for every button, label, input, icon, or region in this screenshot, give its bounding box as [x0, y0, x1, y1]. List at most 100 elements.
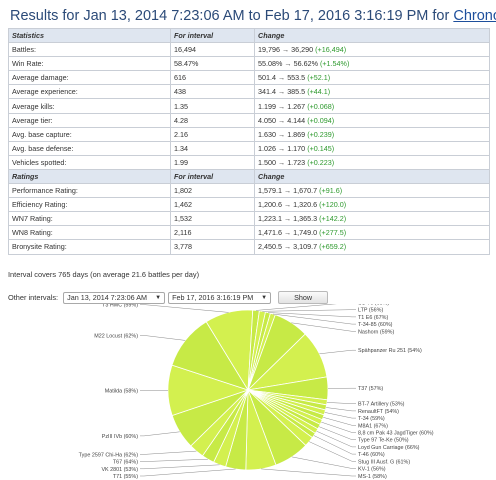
ratings-header-cell: For interval — [170, 168, 255, 185]
change-delta: (+91.6) — [319, 186, 343, 196]
pie-slice-label: VK 2801 (53%) — [101, 467, 138, 473]
pie-slice-label: T67 (64%) — [113, 460, 138, 466]
arrow-right-icon: → — [284, 59, 292, 69]
change-from: 4.050 — [258, 115, 276, 125]
pie-leader-line — [140, 335, 186, 341]
change-to: 385.5 — [287, 87, 306, 97]
ratings-header-row: Ratings For interval Change — [8, 168, 490, 185]
change-to: 4.144 — [287, 115, 306, 125]
table-row: Vehicles spotted: 1.99 1.500 → 1.723 (+0.2… — [8, 154, 490, 170]
pie-leader-line — [316, 430, 356, 448]
table-row: Efficiency Rating: 1,462 1,200.6 → 1,320.6… — [8, 197, 490, 213]
pie-leader-line — [256, 304, 337, 311]
change-from: 1.500 — [258, 157, 276, 167]
row-change: 19,796 → 36,290 (+16,494) — [254, 42, 490, 58]
row-interval-value: 616 — [170, 70, 255, 86]
change-delta: (+16,494) — [315, 45, 347, 55]
row-interval-value: 16,494 — [170, 42, 255, 58]
change-from: 341.4 — [258, 87, 276, 97]
pie-slice-label: Stug III Ausf. G (61%) — [358, 459, 410, 465]
arrow-right-icon: → — [283, 228, 292, 238]
row-label: WN7 Rating: — [8, 211, 171, 227]
row-change: 1.026 → 1.170 (+0.145) — [254, 140, 490, 156]
table-row: WN8 Rating: 2,116 1,471.6 → 1,749.0 (+277.… — [8, 225, 490, 241]
table-row: Avg. base capture: 2.16 1.630 → 1.869 (+0.… — [8, 126, 490, 142]
row-change: 1,200.6 → 1,320.6 (+120.0) — [254, 197, 490, 213]
change-to: 1.869 — [287, 129, 306, 139]
pie-slice-label: Matilda (58%) — [105, 388, 138, 394]
row-interval-value: 1.34 — [170, 140, 255, 156]
pie-leader-line — [313, 435, 356, 455]
table-row: Average tier: 4.28 4.050 → 4.144 (+0.094) — [8, 112, 490, 128]
change-from: 1.630 — [258, 129, 276, 139]
change-to: 1,749.0 — [293, 228, 318, 238]
row-interval-value: 1.35 — [170, 98, 255, 114]
ratings-header-cell: Change — [254, 168, 490, 185]
start-interval-select[interactable]: Jan 13, 2014 7:23:06 AM ▼ — [63, 291, 166, 304]
statistics-header-cell: Change — [254, 27, 490, 44]
table-row: Win Rate: 58.47% 55.08% → 56.62% (+1.54%) — [8, 56, 490, 72]
stats-table: Statistics For interval Change Battles: 16,4… — [8, 27, 490, 255]
row-change: 2,450.5 → 3,109.7 (+659.2) — [254, 239, 490, 255]
change-from: 1,200.6 — [258, 200, 282, 210]
pie-slice-label: M8A1 (67%) — [358, 423, 388, 429]
pie-leader-line — [321, 421, 356, 433]
row-interval-value: 438 — [170, 84, 255, 100]
row-label: Avg. base capture: — [8, 126, 171, 142]
pie-slice-label: LTP (56%) — [358, 308, 383, 314]
pie-leader-line — [319, 426, 356, 440]
show-button[interactable]: Show — [278, 291, 329, 304]
player-link[interactable]: Chronos1 — [453, 8, 496, 24]
table-row: Avg. base defense: 1.34 1.026 → 1.170 (+0.… — [8, 140, 490, 156]
pie-leader-line — [272, 313, 356, 325]
arrow-right-icon: → — [283, 200, 292, 210]
pie-slice-label: Loyd Gun Carriage (66%) — [358, 445, 420, 451]
change-delta: (+44.1) — [307, 87, 331, 97]
change-to: 553.5 — [287, 73, 306, 83]
change-to: 1,365.3 — [293, 214, 318, 224]
table-row: Bronysite Rating: 3,778 2,450.5 → 3,109.7 … — [8, 239, 490, 255]
row-interval-value: 1,462 — [170, 197, 255, 213]
pie-slice-label: T-46 (60%) — [358, 452, 385, 458]
end-interval-select[interactable]: Feb 17, 2016 3:16:19 PM ▼ — [168, 291, 272, 304]
change-delta: (+0.145) — [307, 143, 335, 153]
change-to: 1,320.6 — [293, 200, 318, 210]
pie-slice-label: 8,8 cm Pak 43 JagdTiger (60%) — [358, 431, 434, 437]
change-delta: (+0.223) — [307, 157, 335, 167]
arrow-right-icon: → — [278, 143, 286, 153]
row-label: Battles: — [8, 42, 171, 58]
table-row: Average experience: 438 341.4 → 385.5 (+44… — [8, 84, 490, 100]
row-label: Win Rate: — [8, 56, 171, 72]
pie-leader-line — [324, 412, 356, 419]
pie-slice-label: PzIII IVb (60%) — [102, 434, 138, 440]
row-label: Avg. base defense: — [8, 140, 171, 156]
row-interval-value: 1,532 — [170, 211, 255, 227]
pie-leader-line — [326, 402, 356, 404]
pie-leader-line — [291, 456, 356, 469]
row-change: 341.4 → 385.5 (+44.1) — [254, 84, 490, 100]
title-prefix: Results for Jan 13, 2014 7:23:06 AM to F… — [10, 8, 454, 24]
change-from: 55.08% — [258, 59, 283, 69]
interval-controls: Other intervals: Jan 13, 2014 7:23:06 AM… — [8, 291, 329, 304]
pie-slice-label: BT-7 Artillery (53%) — [358, 402, 405, 408]
change-to: 1.723 — [287, 157, 306, 167]
change-from: 2,450.5 — [258, 242, 282, 252]
arrow-right-icon: → — [278, 87, 286, 97]
pie-leader-line — [140, 464, 220, 470]
pie-slice-label: T-34 (59%) — [358, 416, 385, 422]
pie-slice-label: T37 (57%) — [358, 386, 383, 392]
row-change: 1.500 → 1.723 (+0.223) — [254, 154, 490, 170]
change-delta: (+0.239) — [307, 129, 335, 139]
change-to: 1.170 — [287, 143, 306, 153]
statistics-header-row: Statistics For interval Change — [8, 27, 490, 44]
change-delta: (+277.5) — [319, 228, 347, 238]
row-label: Efficiency Rating: — [8, 197, 171, 213]
pie-leader-line — [140, 450, 197, 455]
chevron-down-icon: ▼ — [261, 294, 268, 301]
pie-slice-label: T1 E6 (67%) — [358, 315, 388, 321]
arrow-right-icon: → — [283, 242, 292, 252]
pie-leader-line — [140, 304, 229, 313]
change-to: 3,109.7 — [293, 242, 318, 252]
change-delta: (+659.2) — [319, 242, 347, 252]
change-from: 1,579.1 — [258, 186, 282, 196]
